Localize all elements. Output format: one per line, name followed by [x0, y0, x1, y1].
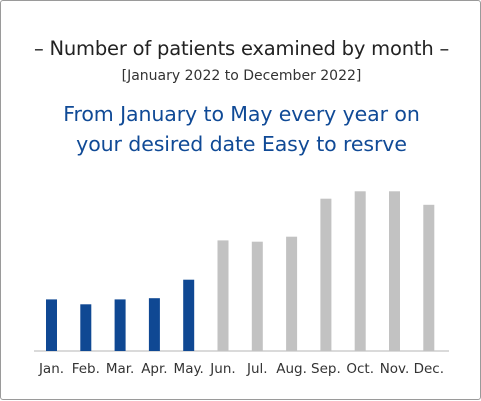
tick-label-jul: Jul. [246, 361, 268, 377]
tick-label-aug: Aug. [276, 361, 307, 377]
bar-nov [389, 191, 400, 351]
tick-label-oct: Oct. [346, 361, 374, 377]
tick-label-jun: Jun. [209, 361, 235, 377]
bar-apr [148, 298, 160, 351]
bar-jun [217, 240, 229, 351]
tick-label-dec: Dec. [414, 361, 444, 377]
headline-line-1: From January to May every year on [63, 102, 420, 126]
tick-label-nov: Nov. [380, 361, 410, 377]
tick-label-may: May. [174, 361, 204, 377]
bar-jan [46, 299, 57, 351]
tick-label-mar: Mar. [106, 361, 135, 377]
headline: From January to May every year on your d… [1, 99, 481, 159]
bar-dec [423, 204, 435, 351]
tick-label-sep: Sep. [311, 361, 341, 377]
bar-oct [354, 191, 366, 351]
tick-label-feb: Feb. [72, 361, 100, 377]
bar-mar [114, 299, 126, 351]
tick-label-jan: Jan. [38, 361, 64, 377]
bar-jul [251, 241, 263, 351]
chart-title: – Number of patients examined by month – [33, 37, 450, 60]
bar-aug [286, 236, 298, 351]
bar-feb [80, 304, 92, 351]
bar-sep [320, 198, 332, 351]
tick-label-apr: Apr. [141, 361, 167, 377]
headline-line-2: your desired date Easy to resrve [76, 132, 407, 156]
chart-subtitle: [January 2022 to December 2022] [121, 68, 362, 84]
bar-may [183, 279, 195, 351]
